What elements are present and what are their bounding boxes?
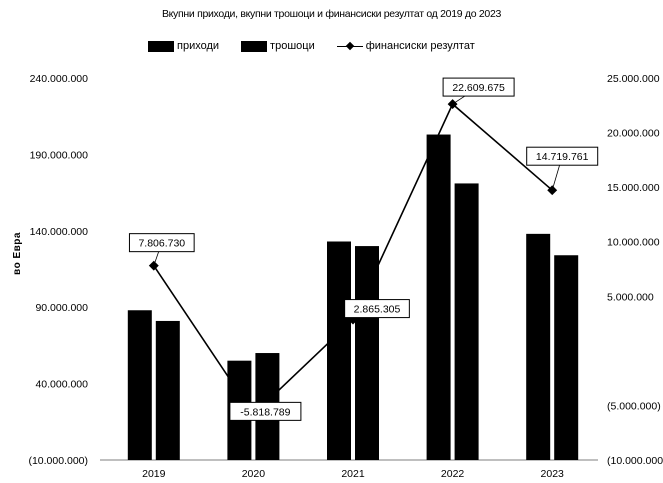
bar-costs bbox=[554, 255, 579, 460]
y2-tick-label: 10.000.000 bbox=[607, 237, 660, 249]
y2-tick-label: 5.000.000 bbox=[607, 291, 654, 303]
chart-title: Вкупни приходи, вкупни трошоци и финанси… bbox=[161, 8, 502, 20]
legend-swatch-costs bbox=[241, 40, 268, 52]
x-tick-label: 2019 bbox=[142, 468, 166, 480]
legend-item-costs: трошоци bbox=[241, 40, 315, 52]
bar-costs bbox=[155, 320, 180, 460]
result-label-box bbox=[526, 146, 599, 166]
legend-swatch-revenue bbox=[148, 40, 174, 52]
legend-label-result: финансиски резултат bbox=[365, 40, 475, 52]
x-tick-label: 2023 bbox=[541, 468, 565, 480]
x-tick-label: 2021 bbox=[341, 468, 365, 480]
legend-label-costs: трошоци bbox=[270, 40, 315, 52]
result-data-label: 2.865.305 bbox=[354, 304, 401, 316]
bar-costs bbox=[454, 183, 479, 460]
bar-costs bbox=[355, 246, 379, 460]
y-tick-label: 90.000.000 bbox=[35, 302, 88, 314]
result-label-box bbox=[442, 77, 515, 97]
y2-tick-label: (10.000.000) bbox=[607, 455, 663, 467]
y-tick-label: (10.000.000) bbox=[28, 455, 88, 467]
legend-item-result: финансиски резултат bbox=[336, 40, 475, 52]
x-tick-label: 2022 bbox=[441, 468, 465, 480]
legend-swatch-result bbox=[336, 41, 363, 52]
bar-revenue bbox=[526, 233, 551, 460]
result-label-box bbox=[128, 233, 195, 253]
y2-tick-label: 20.000.000 bbox=[607, 128, 660, 140]
bar-revenue bbox=[327, 241, 351, 460]
chart-legend: приходи трошоци финансиски резултат bbox=[148, 40, 497, 52]
y-tick-label: 190.000.000 bbox=[30, 149, 89, 161]
result-data-label: -5.818.789 bbox=[240, 406, 290, 418]
y2-tick-label: (5.000.000) bbox=[607, 400, 661, 412]
y-tick-label: 40.000.000 bbox=[35, 379, 88, 391]
x-tick-label: 2020 bbox=[242, 468, 266, 480]
y-tick-label: 140.000.000 bbox=[30, 226, 89, 238]
y2-tick-label: 25.000.000 bbox=[607, 73, 660, 85]
y2-tick-label: 15.000.000 bbox=[607, 182, 660, 194]
y-tick-label: 240.000.000 bbox=[30, 73, 89, 85]
result-data-label: 14.719.761 bbox=[536, 151, 589, 163]
legend-item-revenue: приходи bbox=[148, 40, 219, 52]
legend-label-revenue: приходи bbox=[177, 40, 220, 52]
result-data-label: 7.806.730 bbox=[138, 238, 185, 250]
result-label-box bbox=[344, 299, 410, 319]
result-line bbox=[153, 102, 553, 416]
bar-revenue bbox=[426, 134, 451, 460]
bar-revenue bbox=[127, 310, 152, 460]
result-label-box bbox=[229, 401, 302, 421]
result-data-label: 22.609.675 bbox=[452, 82, 505, 94]
